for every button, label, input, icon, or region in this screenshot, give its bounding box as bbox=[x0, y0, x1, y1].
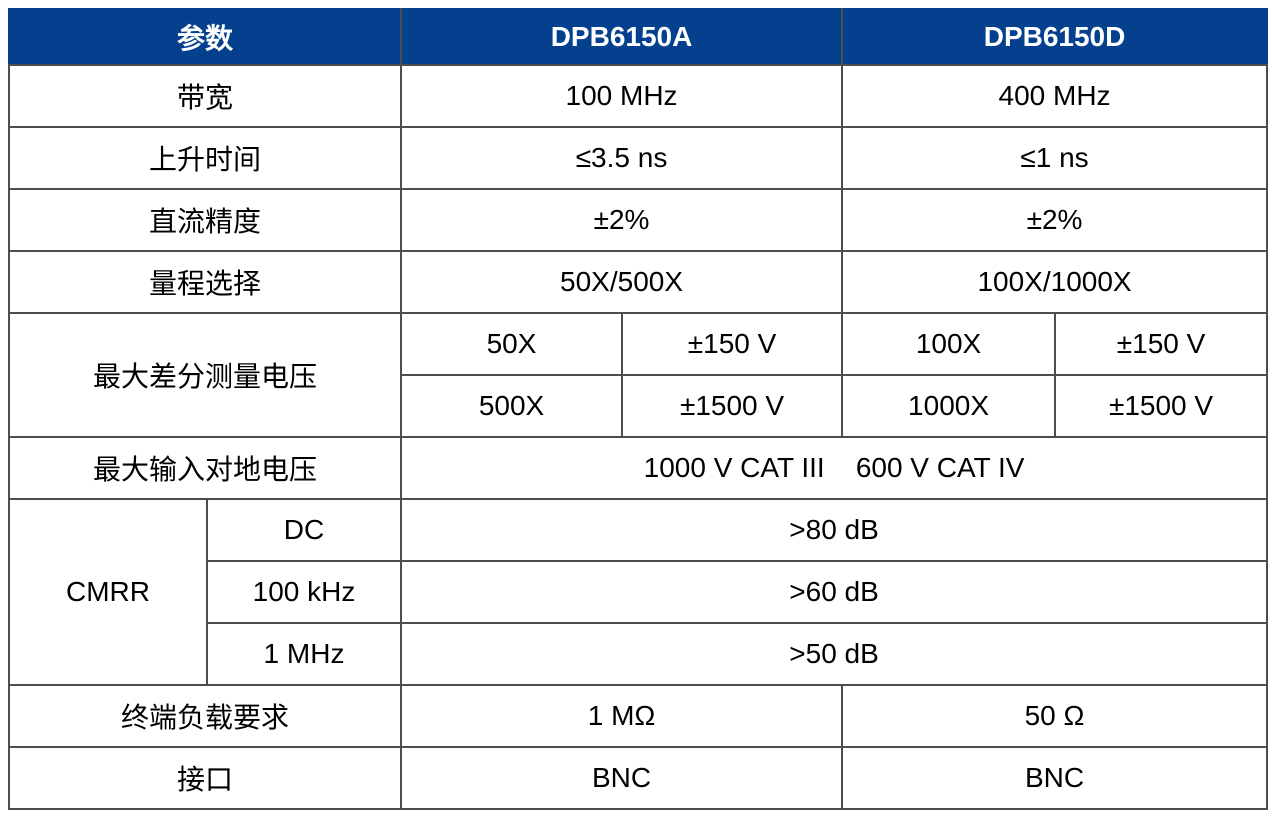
dc-accuracy-label: 直流精度 bbox=[7, 188, 403, 252]
dc-accuracy-value-a: ±2% bbox=[400, 188, 844, 252]
row-dc-accuracy: 直流精度 ±2% ±2% bbox=[7, 188, 1269, 252]
max-diff-range-d1: 100X bbox=[841, 312, 1057, 376]
max-input-to-ground-label: 最大输入对地电压 bbox=[7, 436, 403, 500]
row-bandwidth: 带宽 100 MHz 400 MHz bbox=[7, 64, 1269, 128]
row-interface: 接口 BNC BNC bbox=[7, 746, 1269, 810]
termination-label: 终端负载要求 bbox=[7, 684, 403, 748]
row-max-diff-voltage-2: 500X ±1500 V 1000X ±1500 V bbox=[9, 374, 1269, 438]
interface-label: 接口 bbox=[7, 746, 403, 810]
row-rise-time: 上升时间 ≤3.5 ns ≤1 ns bbox=[7, 126, 1269, 190]
termination-value-a: 1 MΩ bbox=[400, 684, 844, 748]
max-diff-value-d1: ±150 V bbox=[1054, 312, 1269, 376]
max-diff-range-d2: 1000X bbox=[841, 374, 1057, 438]
cmrr-freq-1mhz: 1 MHz bbox=[205, 622, 403, 686]
max-diff-value-d2: ±1500 V bbox=[1054, 374, 1269, 438]
interface-value-a: BNC bbox=[400, 746, 844, 810]
header-row: 参数 DPB6150A DPB6150D bbox=[7, 8, 1269, 66]
header-cell-model-a: DPB6150A bbox=[400, 8, 844, 66]
row-cmrr-100khz: 100 kHz >60 dB bbox=[9, 560, 1269, 624]
rise-time-label: 上升时间 bbox=[7, 126, 403, 190]
header-cell-model-d: DPB6150D bbox=[841, 8, 1269, 66]
max-diff-range-a2: 500X bbox=[400, 374, 624, 438]
max-diff-voltage-label: 最大差分测量电压 bbox=[7, 312, 403, 438]
termination-value-d: 50 Ω bbox=[841, 684, 1269, 748]
bandwidth-label: 带宽 bbox=[7, 64, 403, 128]
cmrr-value-100khz: >60 dB bbox=[400, 560, 1269, 624]
row-max-diff-voltage-1: 最大差分测量电压 50X ±150 V 100X ±150 V bbox=[7, 312, 1269, 438]
cmrr-freq-dc: DC bbox=[205, 498, 403, 562]
max-diff-value-a2: ±1500 V bbox=[621, 374, 844, 438]
row-cmrr-1mhz: 1 MHz >50 dB bbox=[9, 622, 1269, 686]
range-selection-label: 量程选择 bbox=[7, 250, 403, 314]
max-diff-value-a1: ±150 V bbox=[621, 312, 844, 376]
spec-table: 参数 DPB6150A DPB6150D 带宽 100 MHz 400 MHz … bbox=[7, 8, 1269, 810]
bandwidth-value-d: 400 MHz bbox=[841, 64, 1269, 128]
max-input-to-ground-value: 1000 V CAT III 600 V CAT IV bbox=[400, 436, 1269, 500]
range-selection-value-a: 50X/500X bbox=[400, 250, 844, 314]
row-range-selection: 量程选择 50X/500X 100X/1000X bbox=[7, 250, 1269, 314]
row-termination: 终端负载要求 1 MΩ 50 Ω bbox=[7, 684, 1269, 748]
cmrr-value-dc: >80 dB bbox=[400, 498, 1269, 562]
cmrr-label: CMRR bbox=[8, 498, 208, 686]
cmrr-freq-100khz: 100 kHz bbox=[205, 560, 403, 624]
max-diff-range-a1: 50X bbox=[400, 312, 624, 376]
cmrr-value-1mhz: >50 dB bbox=[400, 622, 1269, 686]
dc-accuracy-value-d: ±2% bbox=[841, 188, 1269, 252]
header-cell-param: 参数 bbox=[7, 8, 403, 66]
range-selection-value-d: 100X/1000X bbox=[841, 250, 1269, 314]
row-max-input-to-ground: 最大输入对地电压 1000 V CAT III 600 V CAT IV bbox=[7, 436, 1269, 500]
bandwidth-value-a: 100 MHz bbox=[400, 64, 844, 128]
interface-value-d: BNC bbox=[841, 746, 1269, 810]
rise-time-value-a: ≤3.5 ns bbox=[400, 126, 844, 190]
row-cmrr-dc: CMRR DC >80 dB bbox=[8, 498, 1269, 686]
rise-time-value-d: ≤1 ns bbox=[841, 126, 1269, 190]
